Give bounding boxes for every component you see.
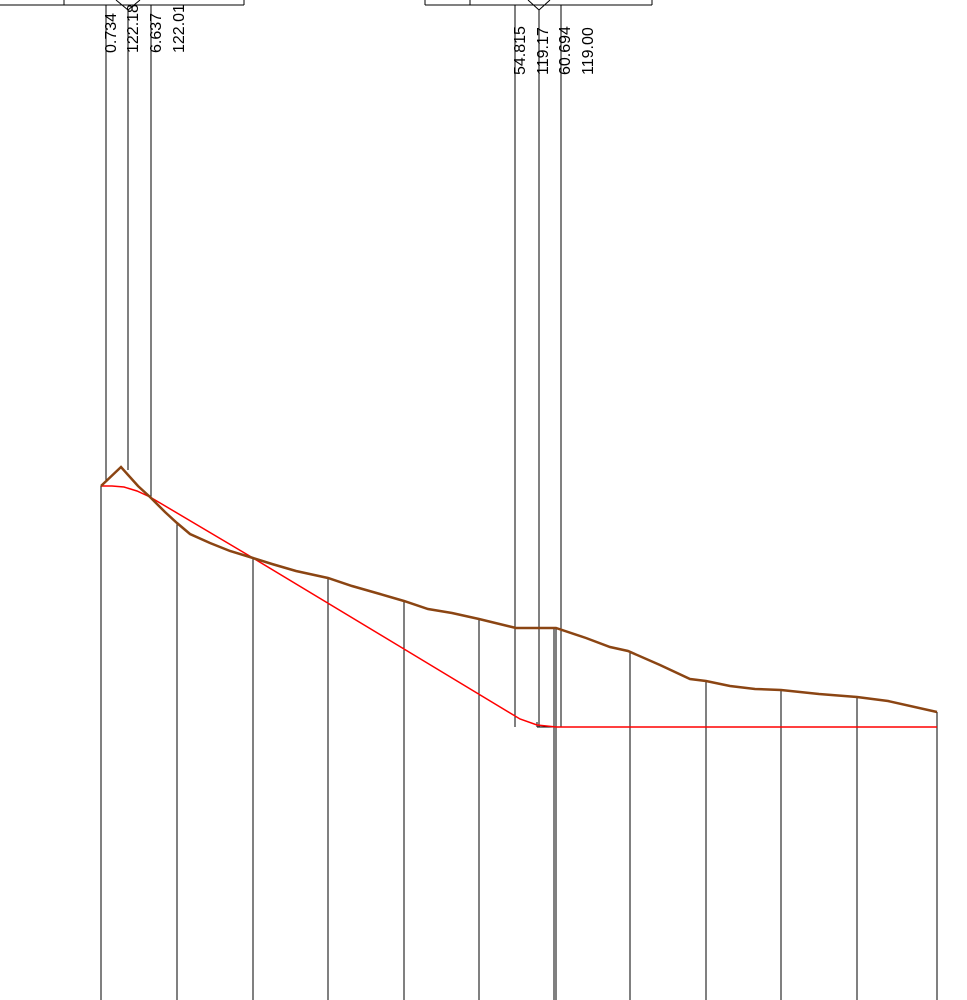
- annotation-right-4: 119.00: [580, 27, 597, 75]
- annotation-right-3: 60.694: [557, 26, 574, 75]
- station-lines: [100, 486, 938, 1000]
- annotation-left-4: 122.01: [171, 4, 188, 53]
- annotation-leaders-right: [514, 5, 562, 727]
- header-box-left: [0, 0, 245, 11]
- design-grade-line: [101, 485, 937, 728]
- header-box-right: [424, 0, 653, 11]
- existing-ground-line: [100, 465, 938, 714]
- annotation-left-2: 122.18: [125, 4, 142, 53]
- annotation-left-3: 6.637: [148, 13, 165, 53]
- annotation-labels-right: 54.815 119.17 60.694 119.00: [512, 26, 597, 75]
- annotation-right-1: 54.815: [512, 26, 529, 75]
- annotation-left-1: 0.734: [103, 13, 120, 53]
- annotation-right-2: 119.17: [535, 27, 552, 75]
- annotation-leaders-left: [105, 5, 152, 497]
- annotation-labels-left: 0.734 122.18 6.637 122.01: [103, 4, 188, 53]
